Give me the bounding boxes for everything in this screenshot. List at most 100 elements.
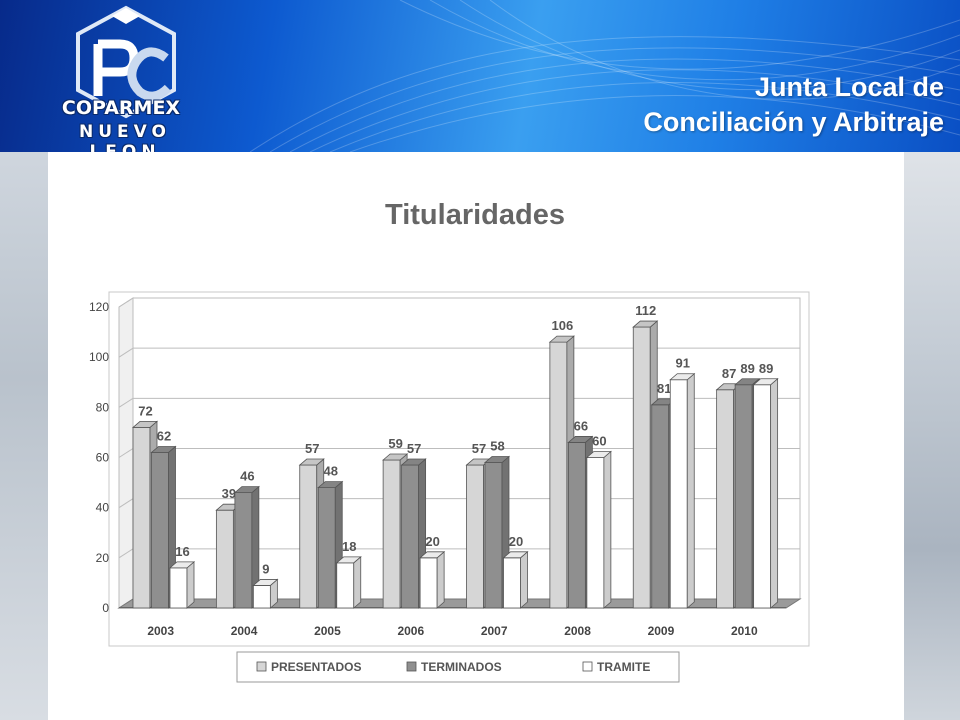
x-tick-label: 2009 <box>648 624 675 638</box>
legend-label: TERMINADOS <box>421 660 502 674</box>
gridline-side <box>118 498 134 509</box>
bar-top <box>298 458 325 466</box>
bar-top <box>632 320 659 328</box>
header-wave-decoration <box>249 0 960 152</box>
bar <box>632 326 651 609</box>
bar <box>753 384 772 609</box>
bar-top <box>419 551 446 559</box>
bar-side <box>686 372 695 609</box>
bar-top <box>483 456 511 463</box>
y-tick-label: 0 <box>102 601 109 615</box>
bar-top <box>548 335 575 343</box>
data-label: 48 <box>324 464 338 479</box>
bar-side <box>186 560 195 609</box>
bar-top <box>168 561 196 569</box>
data-label: 46 <box>240 469 254 484</box>
data-label: 57 <box>407 441 421 456</box>
data-label: 57 <box>305 441 319 456</box>
legend-label: PRESENTADOS <box>271 660 361 674</box>
data-label: 39 <box>222 486 236 501</box>
bar <box>549 341 568 609</box>
bar <box>234 492 253 609</box>
bar-side <box>353 555 362 609</box>
left-background-strip <box>0 150 48 720</box>
legend-swatch <box>406 661 417 672</box>
bar-top <box>252 579 279 586</box>
bar-top <box>400 458 427 466</box>
plot-frame <box>108 291 810 647</box>
bar <box>484 462 503 609</box>
chart-title: Titularidades <box>385 199 565 231</box>
bar <box>419 557 438 609</box>
bar <box>716 389 735 609</box>
bar <box>734 384 753 609</box>
logo-wordmark: COPARMEX <box>61 97 181 119</box>
bar <box>466 464 484 609</box>
gridline-side <box>118 548 134 559</box>
gridline-side <box>118 297 134 308</box>
bar <box>669 379 688 609</box>
bar-top <box>752 378 779 386</box>
titularidades-chart: Titularidades 0 20 40 60 80 100 120 72 62 16 2003 39… <box>89 199 810 683</box>
bar <box>132 426 151 609</box>
bar-top <box>317 481 344 489</box>
bar <box>401 464 420 609</box>
y-tick-label: 120 <box>89 300 109 314</box>
bar-top <box>734 378 761 386</box>
bar <box>503 557 521 609</box>
data-label: 106 <box>552 318 574 333</box>
data-label: 89 <box>759 361 773 376</box>
gridline-side <box>118 397 134 408</box>
bar-top <box>382 453 409 461</box>
data-label: 87 <box>722 366 736 381</box>
x-tick-label: 2008 <box>564 624 591 638</box>
bar <box>299 464 318 609</box>
data-label: 62 <box>157 428 171 443</box>
data-label: 58 <box>490 439 504 454</box>
y-tick-label: 80 <box>96 400 110 414</box>
x-tick-label: 2004 <box>231 624 258 638</box>
bar <box>651 404 670 609</box>
bar-top <box>150 446 177 453</box>
coparmex-logo <box>76 5 176 119</box>
page-title-line-1: Junta Local de <box>754 72 944 102</box>
data-label: 60 <box>592 434 606 449</box>
bar <box>169 567 188 609</box>
page-title-line-2: Conciliación y Arbitraje <box>643 107 944 137</box>
bar <box>336 562 355 609</box>
x-tick-label: 2003 <box>147 624 174 638</box>
data-label: 66 <box>574 418 588 433</box>
legend-label: TRAMITE <box>597 660 650 674</box>
bar-side <box>770 377 779 609</box>
bar-top <box>502 551 529 559</box>
bar-top <box>567 436 594 443</box>
legend-box <box>236 651 680 683</box>
bar <box>586 457 605 609</box>
bar <box>317 487 336 609</box>
data-label: 57 <box>472 441 486 456</box>
data-label: 89 <box>740 361 754 376</box>
data-label: 16 <box>175 544 189 559</box>
y-tick-label: 100 <box>89 350 109 364</box>
data-label: 91 <box>676 356 690 371</box>
x-tick-label: 2005 <box>314 624 341 638</box>
legend-swatch <box>582 661 593 672</box>
bar-top <box>585 451 612 458</box>
bar-side <box>603 450 612 609</box>
legend: PRESENTADOS TERMINADOS TRAMITE <box>236 651 680 683</box>
y-tick-label: 60 <box>96 451 110 465</box>
legend-swatch <box>256 661 267 672</box>
bar-side <box>436 550 445 609</box>
x-tick-label: 2010 <box>731 624 758 638</box>
y-tick-label: 20 <box>96 551 110 565</box>
data-label: 81 <box>657 381 671 396</box>
gridline-side <box>118 448 134 458</box>
bar-top <box>669 373 696 381</box>
header-banner: COPARMEX NUEVO LEON Junta Local de Conci… <box>0 0 960 152</box>
y-tick-label: 40 <box>96 501 110 515</box>
bar <box>252 585 271 609</box>
gridline-side <box>118 347 134 358</box>
bar-side <box>520 550 528 609</box>
bar <box>567 442 586 609</box>
chart-panel: Titularidades 0 20 40 60 80 100 120 72 62 16 2003 39… <box>48 152 904 720</box>
